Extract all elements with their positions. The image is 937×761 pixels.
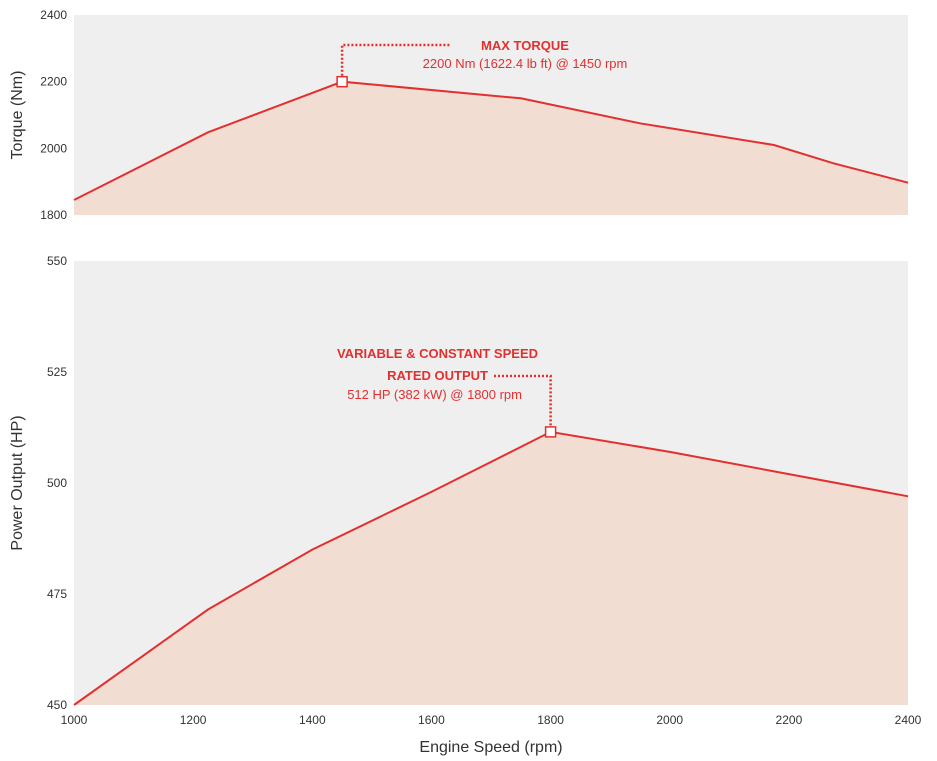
power-area-fill [74,431,908,705]
power-panel: 450 475 500 525 550 1000 1200 1400 1600 1800 2000… [9,254,922,756]
x-tick-label: 2400 [895,713,922,727]
x-tick-label: 1000 [61,713,88,727]
torque-data-point [207,131,209,133]
rated-output-marker [544,426,557,438]
rated-output-title-line1: VARIABLE & CONSTANT SPEED [337,346,538,361]
power-data-point [907,495,909,497]
engine-speed-x-ticks: 1000 1200 1400 1600 1800 2000 2200 2400 [61,713,922,727]
power-data-point [669,451,671,453]
torque-data-point [73,199,75,201]
torque-y-tick-label: 2000 [40,141,67,155]
torque-y-tick-label: 2400 [40,8,67,22]
power-y-tick-label: 450 [47,698,67,712]
power-data-point [430,491,432,493]
torque-series-line [73,80,909,201]
rated-output-leader-line [494,374,552,426]
power-data-point [207,609,209,611]
torque-data-point [907,182,909,184]
power-y-ticks: 450 475 500 525 550 [47,254,67,712]
power-data-point [788,473,790,475]
power-data-point [73,704,75,706]
power-series-line [73,430,909,706]
power-y-tick-label: 475 [47,587,67,601]
x-tick-label: 2200 [776,713,803,727]
torque-y-ticks: 1800 2000 2200 2400 [40,8,67,222]
max-torque-title: MAX TORQUE [481,38,569,53]
x-tick-label: 1400 [299,713,326,727]
torque-data-point [639,122,641,124]
max-torque-annotation: MAX TORQUE 2200 Nm (1622.4 lb ft) @ 1450… [340,38,628,76]
max-torque-detail: 2200 Nm (1622.4 lb ft) @ 1450 rpm [423,56,628,71]
rated-output-annotation: VARIABLE & CONSTANT SPEED RATED OUTPUT 5… [337,346,552,426]
torque-data-point [833,162,835,164]
rated-output-title-line2: RATED OUTPUT [387,368,488,383]
torque-y-axis-label: Torque (Nm) [9,71,26,160]
torque-data-point [520,97,522,99]
power-data-point [311,549,313,551]
torque-data-point [773,144,775,146]
x-tick-label: 1800 [537,713,564,727]
rated-output-detail: 512 HP (382 kW) @ 1800 rpm [347,387,522,402]
power-y-tick-label: 500 [47,476,67,490]
x-tick-label: 2000 [656,713,683,727]
x-axis-label: Engine Speed (rpm) [419,739,562,756]
power-y-tick-label: 550 [47,254,67,268]
power-y-axis-label: Power Output (HP) [9,415,26,550]
torque-y-tick-label: 1800 [40,208,67,222]
power-y-tick-label: 525 [47,365,67,379]
x-tick-label: 1200 [180,713,207,727]
x-tick-label: 1600 [418,713,445,727]
torque-area-fill [74,81,908,215]
torque-panel: 1800 2000 2200 2400 Torque (Nm) MAX TORQUE … [9,8,909,222]
max-torque-marker [336,75,348,88]
torque-y-tick-label: 2200 [40,75,67,89]
